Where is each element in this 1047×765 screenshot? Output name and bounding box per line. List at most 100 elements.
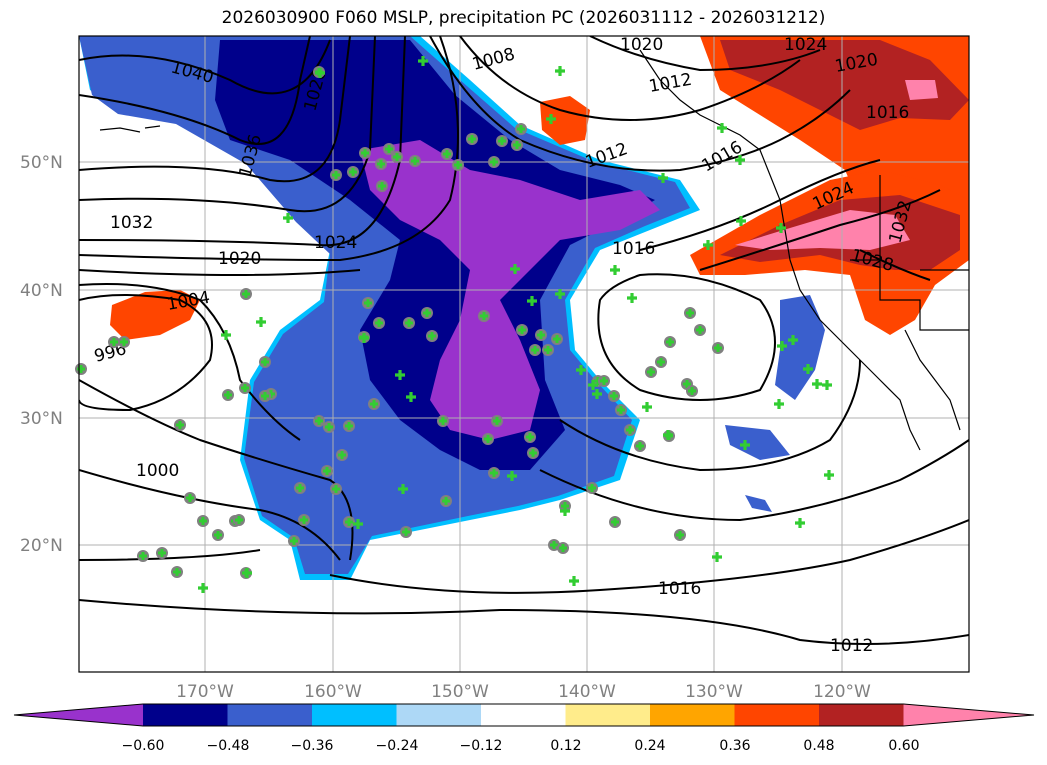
station-marker-plus	[296, 484, 304, 492]
station-marker-plus	[199, 517, 207, 525]
station-marker-plus	[657, 358, 665, 366]
precip-patch-east-2	[725, 425, 790, 460]
station-marker-cross	[774, 399, 784, 409]
station-marker-cross	[569, 576, 579, 586]
station-marker-plus	[442, 497, 450, 505]
isobar-label: 1016	[612, 239, 655, 259]
station-marker-cross	[712, 552, 722, 562]
station-marker-plus	[375, 319, 383, 327]
station-markers	[75, 56, 834, 593]
latitude-label: 30°N	[20, 409, 63, 429]
station-marker-plus	[345, 518, 353, 526]
station-marker-plus	[493, 417, 501, 425]
colorbar-tick-label: −0.12	[460, 738, 503, 754]
station-marker-cross	[663, 430, 673, 440]
station-marker-cross	[642, 402, 652, 412]
colorbar-segment	[143, 704, 228, 726]
station-marker-plus	[439, 417, 447, 425]
station-marker-plus	[370, 400, 378, 408]
station-marker-plus	[529, 449, 537, 457]
colorbar-segment	[481, 704, 566, 726]
colorbar-segment	[312, 704, 397, 726]
station-marker-plus	[176, 421, 184, 429]
station-marker-plus	[666, 338, 674, 346]
precipitation-field	[79, 36, 969, 580]
station-marker-cross	[803, 364, 813, 374]
station-marker-plus	[349, 168, 357, 176]
station-marker-plus	[443, 150, 451, 158]
colorbar-tick-label: −0.36	[291, 738, 334, 754]
isobar-label: 1024	[314, 233, 357, 253]
colorbar-tick-labels: −0.60 −0.48 −0.36 −0.24 −0.12 0.12 0.24 …	[122, 738, 920, 754]
colorbar-tick-label: 0.24	[634, 738, 665, 754]
isobar-label: 1000	[136, 461, 179, 481]
isobar-label: 1020	[218, 249, 261, 269]
colorbar-outline	[13, 703, 1035, 727]
station-marker-plus	[411, 157, 419, 165]
station-marker-plus	[468, 135, 476, 143]
station-marker-plus	[526, 433, 534, 441]
colorbar-segment	[396, 704, 482, 726]
station-marker-plus	[490, 158, 498, 166]
precip-shade-pink-ne	[905, 80, 938, 100]
station-marker-cross	[776, 223, 786, 233]
station-marker-plus	[498, 137, 506, 145]
station-marker-plus	[531, 346, 539, 354]
station-marker-cross	[507, 471, 517, 481]
colorbar-segment	[734, 704, 820, 726]
isobar-label: 1020	[620, 35, 663, 55]
station-marker-plus	[647, 368, 655, 376]
station-marker-plus	[186, 494, 194, 502]
station-marker-cross	[703, 240, 713, 250]
station-marker-plus	[261, 392, 269, 400]
station-marker-plus	[290, 537, 298, 545]
station-marker-plus	[683, 380, 691, 388]
station-marker-plus	[676, 531, 684, 539]
latitude-label: 50°N	[20, 153, 63, 173]
station-marker-plus	[261, 358, 269, 366]
station-marker-cross	[627, 293, 637, 303]
longitude-label: 150°W	[431, 682, 489, 702]
station-marker-cross	[555, 66, 565, 76]
colorbar-tick-label: −0.48	[207, 738, 250, 754]
station-marker-cross	[717, 123, 727, 133]
station-marker-plus	[364, 299, 372, 307]
colorbar-tick-label: 0.36	[719, 738, 750, 754]
station-marker-cross	[546, 114, 556, 124]
station-marker-plus	[553, 335, 561, 343]
colorbar-tick-label: 0.60	[888, 738, 919, 754]
station-marker-plus	[300, 516, 308, 524]
station-marker-plus	[626, 426, 634, 434]
station-marker-plus	[513, 141, 521, 149]
colorbar	[13, 703, 1035, 727]
coastline	[99, 49, 969, 451]
station-marker-plus	[323, 467, 331, 475]
isobar-label: 1032	[110, 213, 153, 233]
station-marker-plus	[636, 442, 644, 450]
colorbar-tick-label: 0.48	[803, 738, 834, 754]
station-marker-cross	[740, 440, 750, 450]
station-marker-cross	[592, 389, 602, 399]
isobar-label: 1024	[784, 35, 827, 55]
station-marker-cross	[353, 519, 363, 529]
station-marker-plus	[77, 365, 85, 373]
longitude-label: 140°W	[558, 682, 616, 702]
station-marker-plus	[139, 552, 147, 560]
station-marker-cross	[812, 379, 822, 389]
station-marker-plus	[518, 326, 526, 334]
station-marker-plus	[338, 451, 346, 459]
colorbar-segment	[819, 704, 904, 726]
station-marker-cross	[777, 341, 787, 351]
station-marker-cross	[398, 484, 408, 494]
station-marker-cross	[315, 68, 325, 78]
latitude-label: 20°N	[20, 536, 63, 556]
station-marker-plus	[385, 145, 393, 153]
station-marker-plus	[550, 541, 558, 549]
station-marker-cross	[788, 335, 798, 345]
latitude-label: 40°N	[20, 281, 63, 301]
station-marker-cross	[510, 264, 520, 274]
station-marker-plus	[241, 384, 249, 392]
isobar-label: 1012	[647, 70, 693, 97]
station-marker-cross	[406, 392, 416, 402]
